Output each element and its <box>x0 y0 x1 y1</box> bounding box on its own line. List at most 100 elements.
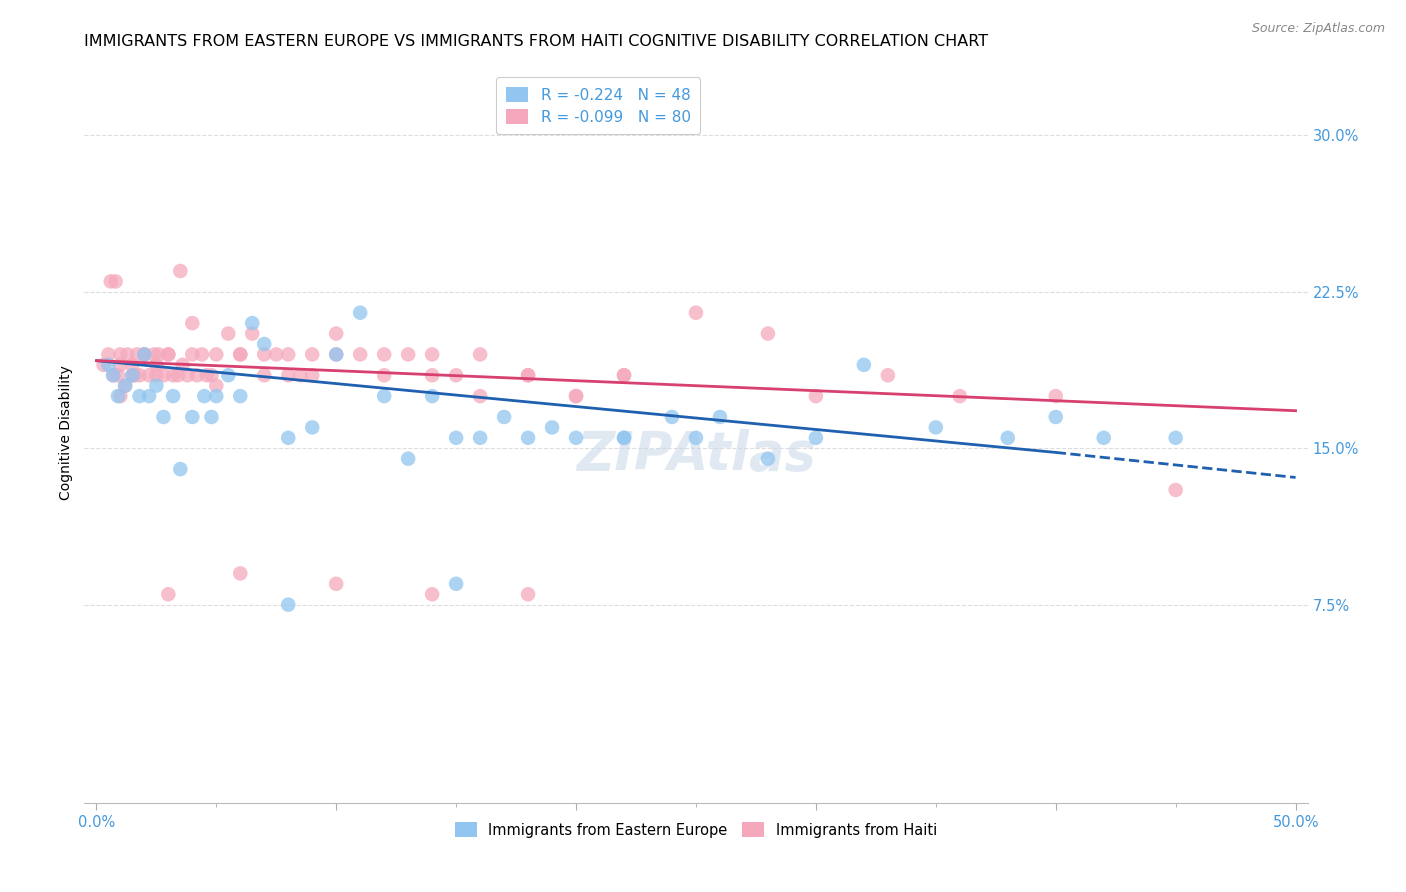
Point <box>205 389 228 403</box>
Point <box>420 389 443 403</box>
Point <box>181 316 204 330</box>
Point <box>114 378 136 392</box>
Point <box>325 347 347 361</box>
Point <box>517 431 540 445</box>
Point <box>145 358 167 372</box>
Point <box>107 389 129 403</box>
Point <box>613 368 636 383</box>
Point <box>181 347 204 361</box>
Point <box>277 431 299 445</box>
Point <box>167 368 190 383</box>
Point <box>186 368 208 383</box>
Point <box>396 347 419 361</box>
Point <box>852 358 875 372</box>
Point <box>176 368 198 383</box>
Point <box>162 389 184 403</box>
Point <box>157 347 180 361</box>
Point <box>157 587 180 601</box>
Point <box>169 462 191 476</box>
Point <box>804 431 827 445</box>
Text: ZIPAtlas: ZIPAtlas <box>576 429 815 481</box>
Point <box>121 368 143 383</box>
Point <box>541 420 564 434</box>
Point <box>138 389 160 403</box>
Point <box>162 368 184 383</box>
Point <box>93 358 115 372</box>
Point <box>468 347 491 361</box>
Point <box>468 431 491 445</box>
Point <box>613 431 636 445</box>
Point <box>134 347 156 361</box>
Point <box>205 347 228 361</box>
Point <box>517 368 540 383</box>
Point <box>373 389 395 403</box>
Point <box>277 368 299 383</box>
Point <box>240 316 263 330</box>
Point <box>217 326 239 341</box>
Point <box>373 347 395 361</box>
Point <box>264 347 287 361</box>
Point <box>277 598 299 612</box>
Point <box>138 368 160 383</box>
Point <box>1045 409 1067 424</box>
Point <box>121 358 143 372</box>
Point <box>117 347 139 361</box>
Point <box>124 368 146 383</box>
Y-axis label: Cognitive Disability: Cognitive Disability <box>59 365 73 500</box>
Point <box>325 326 347 341</box>
Point <box>157 347 180 361</box>
Point <box>444 368 467 383</box>
Point <box>195 368 218 383</box>
Legend: Immigrants from Eastern Europe, Immigrants from Haiti: Immigrants from Eastern Europe, Immigran… <box>449 816 943 844</box>
Point <box>127 347 149 361</box>
Point <box>396 451 419 466</box>
Point <box>517 587 540 601</box>
Point <box>205 378 228 392</box>
Point <box>565 431 588 445</box>
Point <box>97 347 120 361</box>
Point <box>420 368 443 383</box>
Point <box>200 368 222 383</box>
Point <box>101 368 124 383</box>
Point <box>444 577 467 591</box>
Point <box>613 368 636 383</box>
Text: IMMIGRANTS FROM EASTERN EUROPE VS IMMIGRANTS FROM HAITI COGNITIVE DISABILITY COR: IMMIGRANTS FROM EASTERN EUROPE VS IMMIGR… <box>84 34 988 49</box>
Point <box>325 347 347 361</box>
Point <box>301 368 323 383</box>
Point <box>373 368 395 383</box>
Point <box>253 368 276 383</box>
Point <box>494 409 516 424</box>
Point <box>349 347 371 361</box>
Point <box>107 368 129 383</box>
Point <box>181 409 204 424</box>
Point <box>756 326 779 341</box>
Point <box>104 274 127 288</box>
Point <box>1045 389 1067 403</box>
Point <box>756 451 779 466</box>
Point <box>290 368 312 383</box>
Point <box>110 347 132 361</box>
Point <box>1164 431 1187 445</box>
Point <box>145 378 167 392</box>
Point <box>229 389 252 403</box>
Point <box>565 389 588 403</box>
Point <box>128 368 150 383</box>
Point <box>1092 431 1115 445</box>
Point <box>613 431 636 445</box>
Point <box>97 358 120 372</box>
Point <box>685 306 707 320</box>
Point <box>110 389 132 403</box>
Point <box>148 347 170 361</box>
Point <box>301 420 323 434</box>
Point <box>925 420 948 434</box>
Point <box>121 368 143 383</box>
Point <box>468 389 491 403</box>
Point <box>128 389 150 403</box>
Point <box>444 431 467 445</box>
Point <box>101 368 124 383</box>
Point <box>876 368 898 383</box>
Point <box>142 347 165 361</box>
Point <box>325 577 347 591</box>
Point <box>110 358 132 372</box>
Point <box>229 347 252 361</box>
